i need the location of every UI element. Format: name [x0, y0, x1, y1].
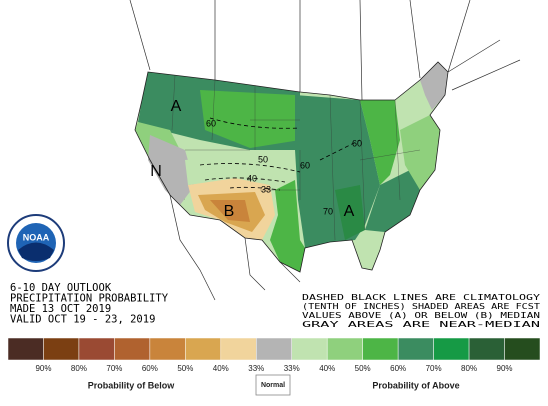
legend-label: 33% [284, 364, 300, 373]
legend-label: 90% [35, 364, 51, 373]
note-line: VALUES ABOVE (A) OR BELOW (B) MEDIAN [302, 311, 541, 320]
legend-label: 90% [497, 364, 513, 373]
legend-label: 80% [71, 364, 87, 373]
great-lakes-green [360, 100, 400, 185]
legend-label: 60% [390, 364, 406, 373]
title-line: PRECIPITATION PROBABILITY [10, 293, 169, 305]
legend-swatch [326, 337, 363, 361]
boundaries [129, 0, 521, 301]
south-core [335, 185, 365, 240]
ne-gray [420, 62, 448, 110]
legend-swatch [433, 337, 470, 361]
title-line: MADE 13 OCT 2019 [10, 303, 111, 315]
map-label: 40 [247, 173, 257, 183]
mexico-lines [169, 194, 301, 301]
legend-swatch [362, 337, 399, 361]
legend-swatch [149, 337, 186, 361]
map-label: B [224, 203, 235, 220]
map-label: N [150, 163, 162, 180]
note-block: DASHED BLACK LINES ARE CLIMATOLOGY(TENTH… [302, 293, 541, 329]
legend: 90% 80% 70% 60% 50% 40% 33% 33% 40% 50% 60% 70% 80% 9… [7, 337, 541, 373]
legend-swatch [185, 337, 222, 361]
great-basin-gray [148, 135, 195, 205]
map-label: A [344, 203, 355, 220]
map-label: A [171, 98, 182, 115]
below-caption: Probability of Below [88, 380, 176, 390]
noaa-logo: NOAA [7, 214, 65, 272]
note-line: (TENTH OF INCHES) SHADED AREAS ARE FCST [302, 302, 541, 311]
note-line: DASHED BLACK LINES ARE CLIMATOLOGY [302, 293, 541, 302]
legend-swatch [291, 337, 328, 361]
map-label: 33 [261, 184, 271, 194]
legend-label: 40% [319, 364, 335, 373]
legend-swatch [114, 337, 151, 361]
legend-label: 80% [461, 364, 477, 373]
legend-label: 33% [248, 364, 264, 373]
texas-green [270, 180, 305, 272]
legend-label: 70% [106, 364, 122, 373]
logo-text: NOAA [23, 232, 50, 242]
east-green [400, 115, 440, 190]
legend-label: 60% [142, 364, 158, 373]
legend-label: 70% [426, 364, 442, 373]
us-map [134, 61, 449, 273]
normal-caption: Normal [261, 382, 285, 389]
map-label: 70 [323, 206, 333, 216]
note-line: GRAY AREAS ARE NEAR-MEDIAN [302, 320, 541, 329]
canada-lines [129, 0, 521, 101]
legend-swatch [78, 337, 115, 361]
us-outline [134, 61, 449, 273]
north-plains [200, 90, 300, 148]
legend-swatch [397, 337, 434, 361]
central-light [185, 155, 295, 190]
above-caption: Probability of Above [372, 380, 459, 390]
map-label: 60 [300, 160, 310, 170]
legend-swatch [43, 337, 80, 361]
southeast-teal [365, 170, 420, 232]
logo-wave [18, 242, 54, 261]
legend-label: 40% [213, 364, 229, 373]
map-label: 50 [258, 154, 268, 164]
legend-swatch [220, 337, 257, 361]
sw-core [210, 200, 250, 222]
legend-swatch [256, 337, 292, 361]
normal-box [255, 374, 291, 396]
map-label: 60 [352, 138, 362, 148]
legend-swatch [504, 337, 541, 361]
legend-swatch [7, 337, 44, 361]
title-line: 6-10 DAY OUTLOOK [10, 282, 112, 294]
climatology-contours [199, 117, 361, 191]
legend-label: 50% [177, 364, 193, 373]
legend-label: 50% [355, 364, 371, 373]
legend-swatch [468, 337, 505, 361]
map-label: 60 [206, 118, 216, 128]
title-line: VALID OCT 19 - 23, 2019 [10, 314, 155, 326]
